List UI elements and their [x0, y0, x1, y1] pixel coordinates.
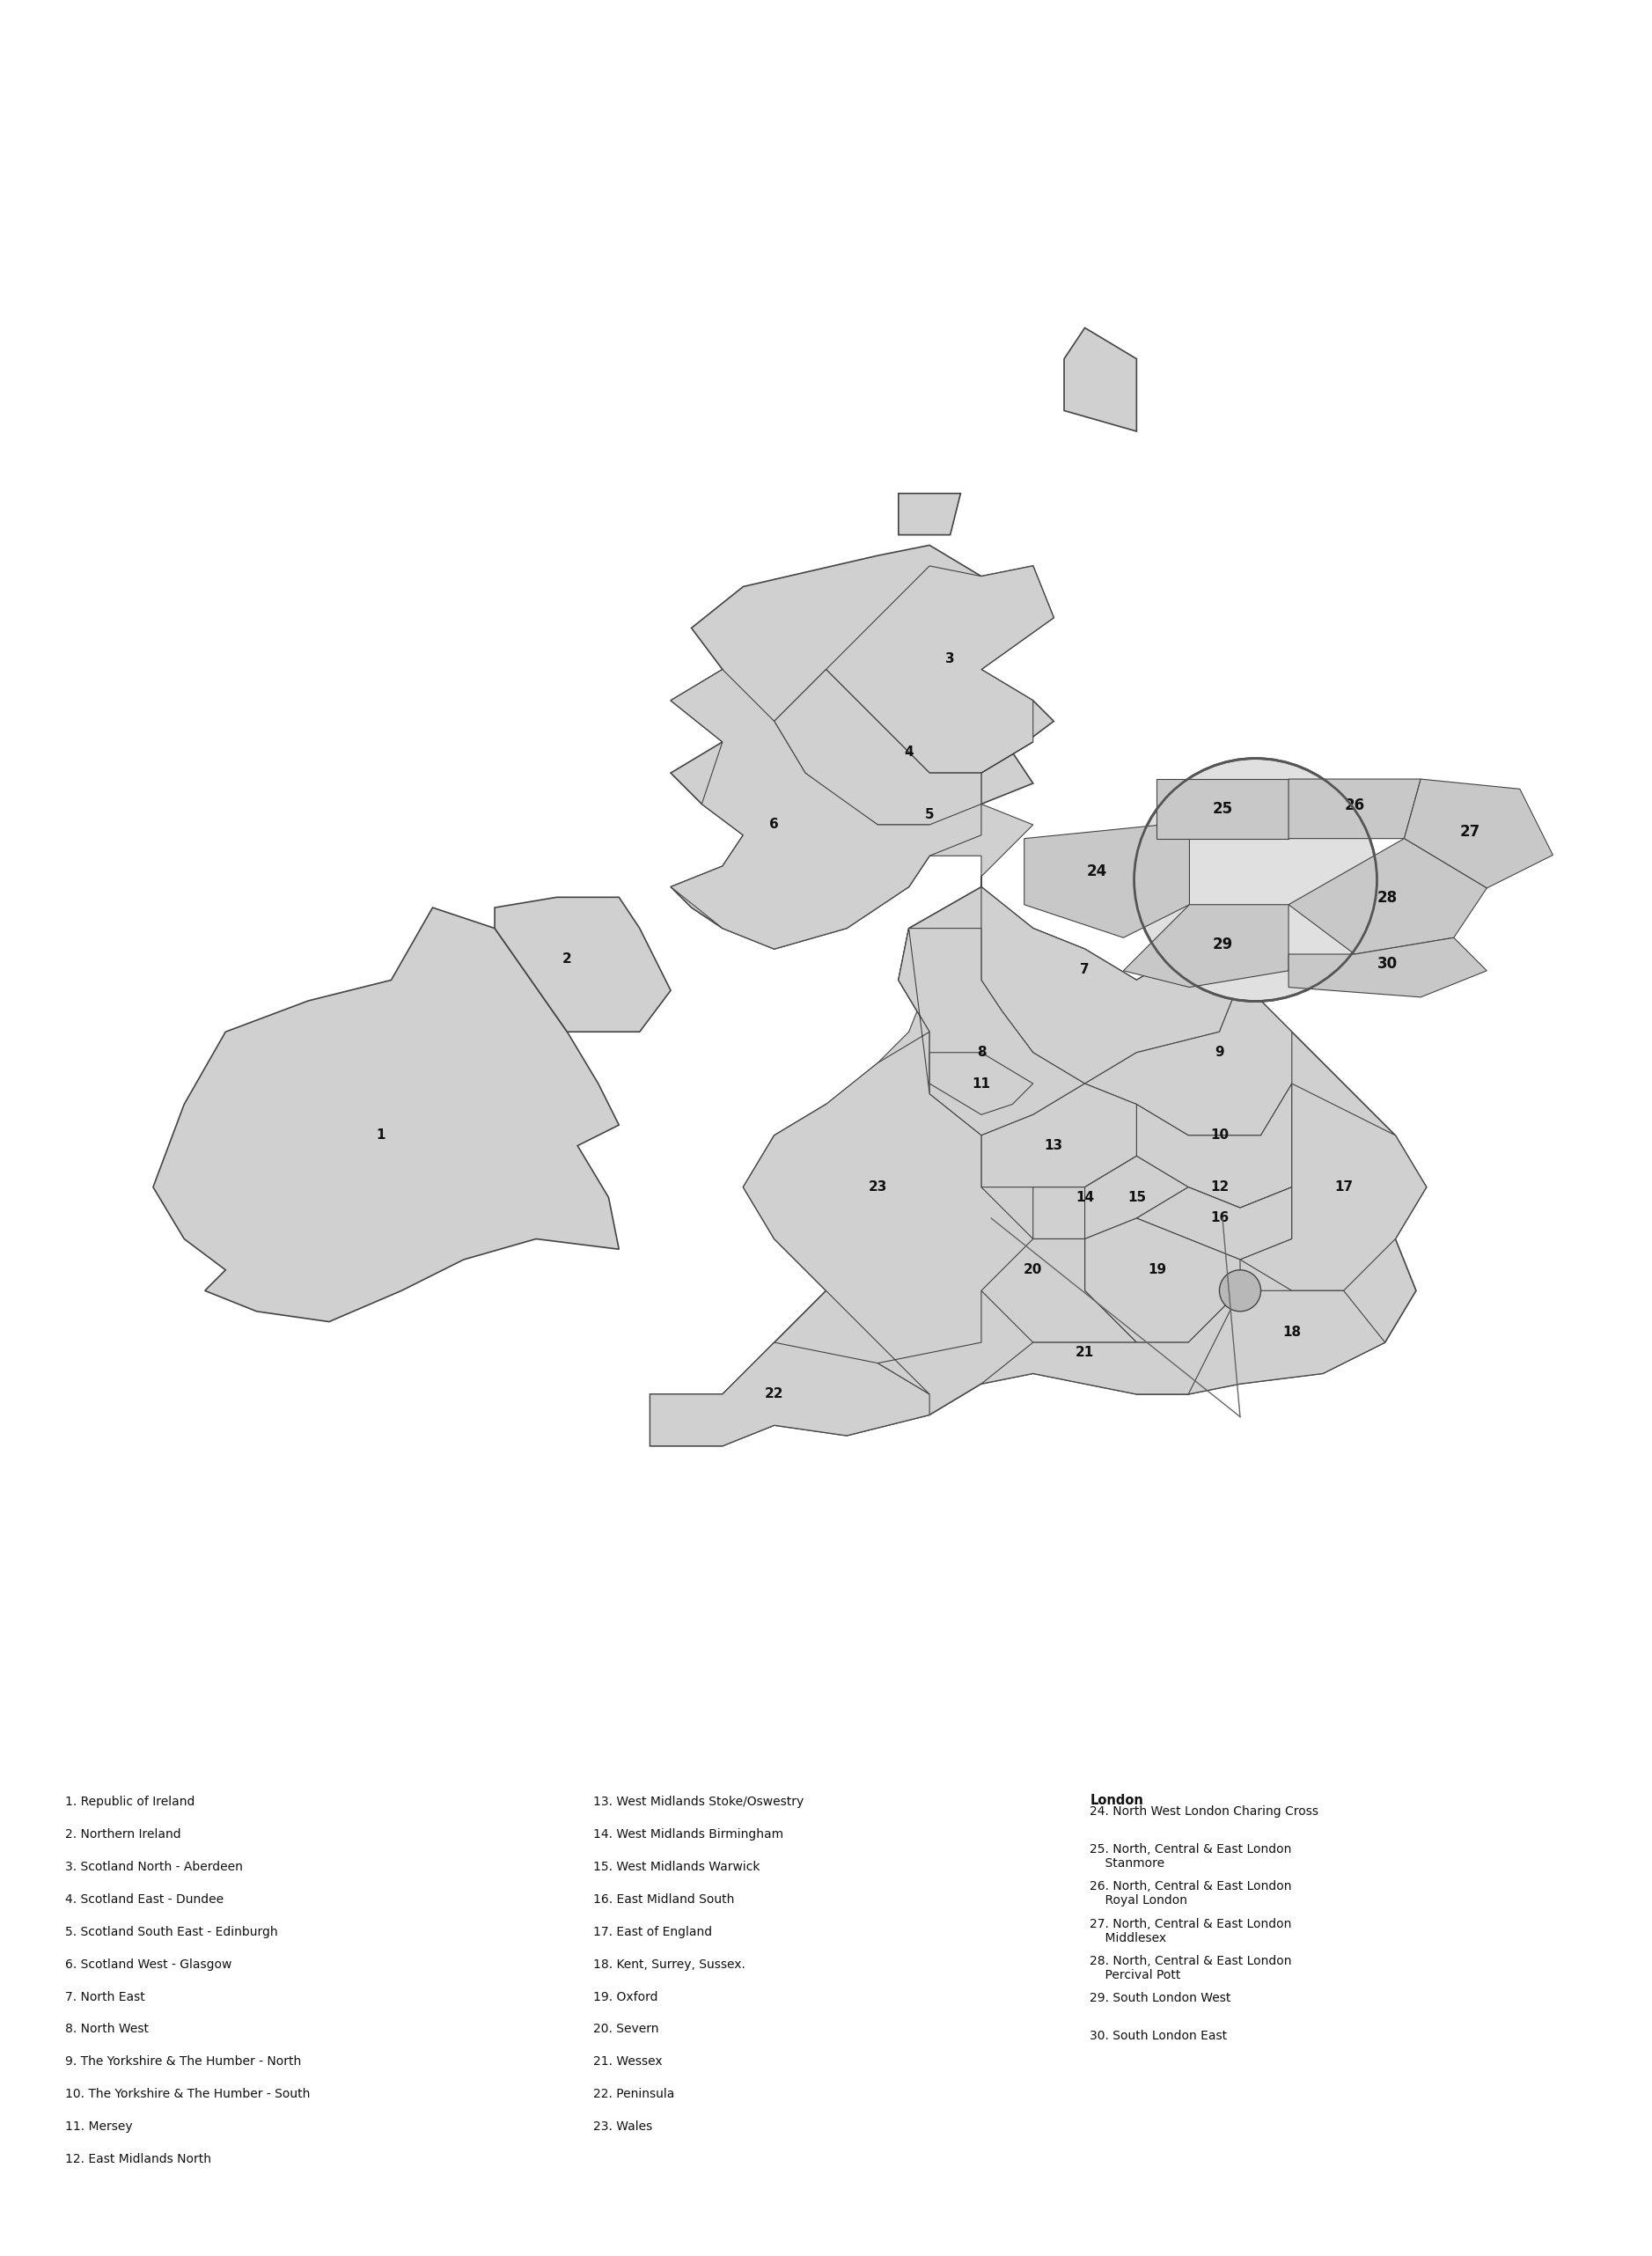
- Text: 25: 25: [1213, 801, 1232, 817]
- Text: 13. West Midlands Stoke/Oswestry: 13. West Midlands Stoke/Oswestry: [593, 1796, 803, 1807]
- Circle shape: [1219, 1270, 1260, 1311]
- Polygon shape: [826, 927, 930, 1103]
- Text: 5. Scotland South East - Edinburgh: 5. Scotland South East - Edinburgh: [64, 1927, 278, 1938]
- Text: 13: 13: [1044, 1139, 1062, 1153]
- Text: 15. West Midlands Warwick: 15. West Midlands Warwick: [593, 1861, 760, 1872]
- Polygon shape: [154, 907, 620, 1322]
- Text: 22: 22: [765, 1387, 783, 1401]
- Polygon shape: [775, 670, 1032, 887]
- Polygon shape: [1032, 1155, 1137, 1239]
- Text: 11. Mersey: 11. Mersey: [64, 2121, 132, 2132]
- Text: 21. Wessex: 21. Wessex: [593, 2055, 662, 2069]
- Polygon shape: [981, 1083, 1137, 1187]
- Polygon shape: [1085, 1155, 1188, 1239]
- Text: 21: 21: [1075, 1347, 1094, 1360]
- Text: 16. East Midland South: 16. East Midland South: [593, 1893, 733, 1906]
- Polygon shape: [649, 1342, 930, 1446]
- Polygon shape: [981, 1239, 1137, 1342]
- Text: 27. North, Central & East London
    Middlesex: 27. North, Central & East London Middles…: [1090, 1918, 1292, 1945]
- Text: 17. East of England: 17. East of England: [593, 1927, 712, 1938]
- Polygon shape: [981, 887, 1241, 1083]
- Text: 14. West Midlands Birmingham: 14. West Midlands Birmingham: [593, 1827, 783, 1841]
- Text: 10: 10: [1211, 1128, 1229, 1142]
- Polygon shape: [1123, 905, 1289, 988]
- Polygon shape: [1024, 821, 1189, 938]
- Text: 5: 5: [925, 808, 933, 821]
- Text: 8: 8: [976, 1047, 986, 1058]
- Polygon shape: [1241, 1083, 1426, 1290]
- Text: 3. Scotland North - Aberdeen: 3. Scotland North - Aberdeen: [64, 1861, 243, 1872]
- Text: 26. North, Central & East London
    Royal London: 26. North, Central & East London Royal L…: [1090, 1879, 1292, 1906]
- Text: 23. Wales: 23. Wales: [593, 2121, 653, 2132]
- Text: 30. South London East: 30. South London East: [1090, 2030, 1227, 2042]
- Text: 7. North East: 7. North East: [64, 1990, 145, 2003]
- Text: 11: 11: [971, 1076, 991, 1090]
- Polygon shape: [1137, 1083, 1292, 1207]
- Polygon shape: [743, 927, 1032, 1394]
- Polygon shape: [494, 898, 671, 1031]
- Polygon shape: [899, 494, 960, 535]
- Text: 25. North, Central & East London
    Stanmore: 25. North, Central & East London Stanmor…: [1090, 1843, 1292, 1870]
- Text: 16: 16: [1209, 1211, 1229, 1225]
- Text: 28: 28: [1378, 891, 1398, 907]
- Polygon shape: [1289, 778, 1421, 839]
- Text: 8. North West: 8. North West: [64, 2024, 149, 2035]
- Text: 22. Peninsula: 22. Peninsula: [593, 2089, 674, 2100]
- Polygon shape: [1137, 1187, 1292, 1259]
- Polygon shape: [775, 670, 1032, 826]
- Polygon shape: [1404, 778, 1553, 889]
- Text: 18. Kent, Surrey, Sussex.: 18. Kent, Surrey, Sussex.: [593, 1958, 745, 1969]
- Polygon shape: [826, 566, 1054, 774]
- Text: 20. Severn: 20. Severn: [593, 2024, 659, 2035]
- Circle shape: [1133, 758, 1376, 1002]
- Text: 18: 18: [1282, 1327, 1302, 1338]
- Text: 9: 9: [1214, 1047, 1224, 1058]
- Polygon shape: [1085, 1218, 1241, 1342]
- Text: 2: 2: [562, 952, 572, 966]
- Polygon shape: [649, 887, 1426, 1446]
- Text: 28. North, Central & East London
    Percival Pott: 28. North, Central & East London Perciva…: [1090, 1956, 1292, 1981]
- Text: 3: 3: [945, 652, 955, 666]
- Text: 19: 19: [1148, 1263, 1166, 1277]
- Text: 6: 6: [770, 819, 780, 832]
- Text: 14: 14: [1075, 1191, 1094, 1205]
- Polygon shape: [981, 1290, 1241, 1394]
- Text: 1. Republic of Ireland: 1. Republic of Ireland: [64, 1796, 195, 1807]
- Text: 2. Northern Ireland: 2. Northern Ireland: [64, 1827, 182, 1841]
- Polygon shape: [899, 927, 1085, 1135]
- Polygon shape: [930, 1054, 1032, 1114]
- Text: 23: 23: [869, 1180, 887, 1193]
- Text: 12: 12: [1209, 1180, 1229, 1193]
- Text: 30: 30: [1378, 957, 1398, 972]
- Text: 27: 27: [1460, 823, 1480, 839]
- Text: 24: 24: [1087, 864, 1107, 880]
- Text: 6. Scotland West - Glasgow: 6. Scotland West - Glasgow: [64, 1958, 231, 1969]
- Text: 15: 15: [1127, 1191, 1146, 1205]
- Text: 1: 1: [377, 1128, 385, 1142]
- Polygon shape: [1289, 839, 1487, 954]
- Polygon shape: [1064, 327, 1137, 431]
- Text: 9. The Yorkshire & The Humber - North: 9. The Yorkshire & The Humber - North: [64, 2055, 301, 2069]
- Text: 4. Scotland East - Dundee: 4. Scotland East - Dundee: [64, 1893, 223, 1906]
- Text: 10. The Yorkshire & The Humber - South: 10. The Yorkshire & The Humber - South: [64, 2089, 311, 2100]
- Polygon shape: [1137, 1290, 1384, 1394]
- Polygon shape: [671, 546, 1054, 950]
- Text: London: London: [1090, 1794, 1143, 1807]
- Text: 29: 29: [1213, 936, 1232, 952]
- Polygon shape: [1085, 979, 1292, 1135]
- Text: 20: 20: [1024, 1263, 1042, 1277]
- Polygon shape: [1289, 938, 1487, 997]
- Text: 19. Oxford: 19. Oxford: [593, 1990, 657, 2003]
- Polygon shape: [1137, 1187, 1292, 1259]
- Text: 24. North West London Charing Cross: 24. North West London Charing Cross: [1090, 1805, 1318, 1818]
- Text: 17: 17: [1335, 1180, 1353, 1193]
- Text: 29. South London West: 29. South London West: [1090, 1992, 1231, 2006]
- Polygon shape: [671, 670, 981, 950]
- Text: 7: 7: [1080, 963, 1089, 977]
- Text: 26: 26: [1345, 799, 1365, 814]
- Text: 4: 4: [904, 747, 914, 758]
- Text: 12. East Midlands North: 12. East Midlands North: [64, 2152, 211, 2166]
- Polygon shape: [1156, 778, 1289, 839]
